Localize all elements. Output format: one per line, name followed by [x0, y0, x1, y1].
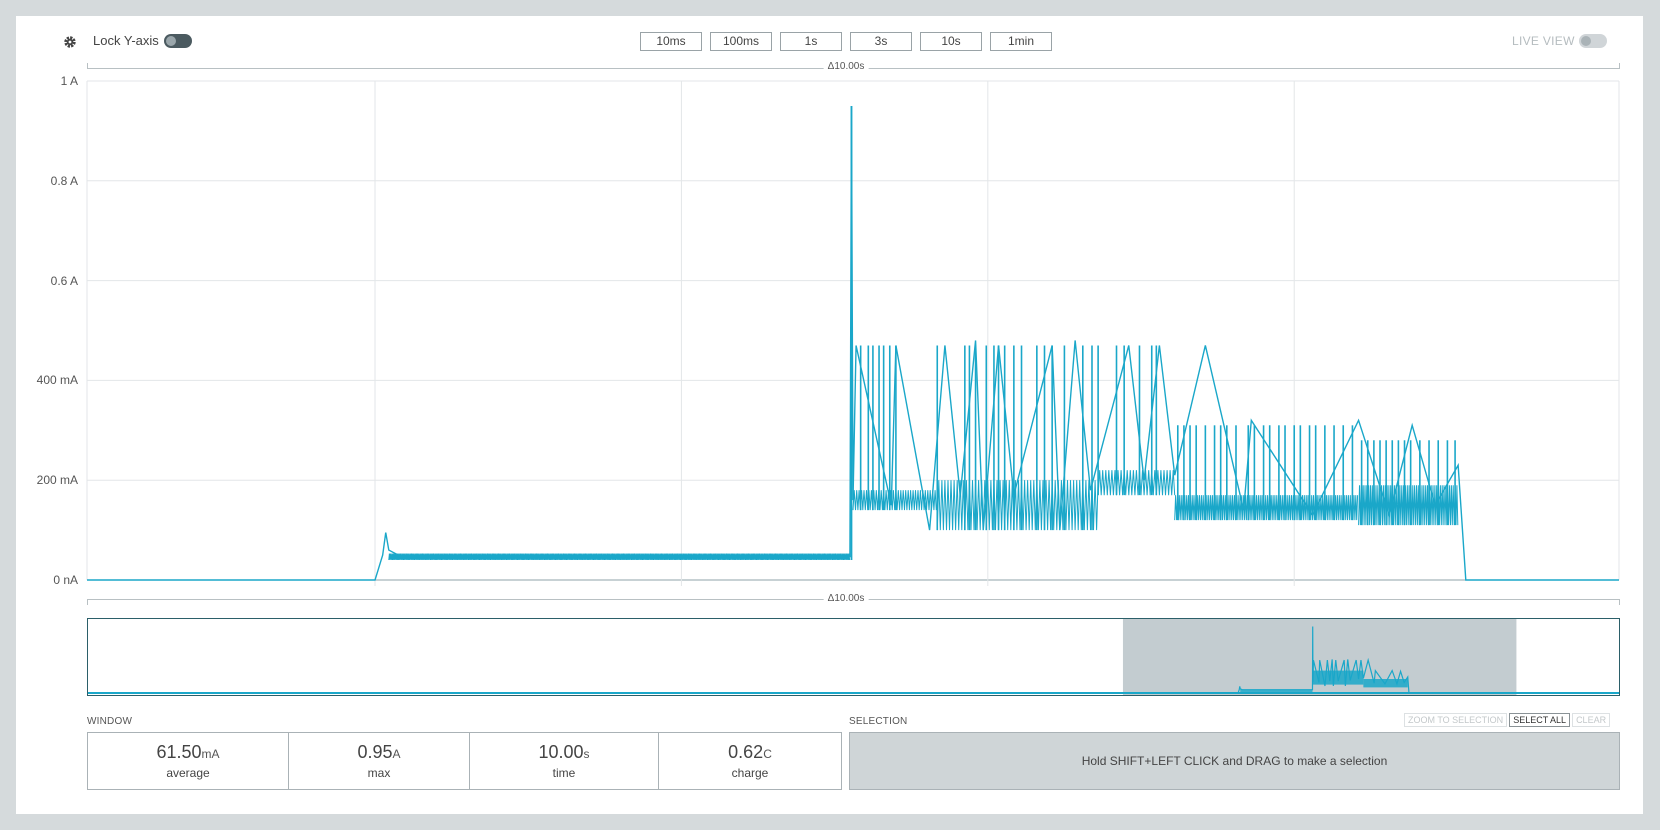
current-chart[interactable] [16, 16, 1643, 616]
stat-unit: s [583, 747, 590, 761]
trace-band [1097, 470, 1176, 496]
zoom-10s-button[interactable]: 10s [920, 32, 982, 51]
zoom-1s-button[interactable]: 1s [780, 32, 842, 51]
stat-value: 10.00 [538, 742, 584, 762]
stat-label: time [552, 766, 576, 780]
zoom-100ms-button[interactable]: 100ms [710, 32, 772, 51]
zoom-10ms-button[interactable]: 10ms [640, 32, 702, 51]
selection-area[interactable]: Hold SHIFT+LEFT CLICK and DRAG to make a… [849, 732, 1620, 790]
stat-unit: mA [201, 747, 220, 761]
gear-icon[interactable] [62, 34, 78, 50]
stat-value: 0.62 [728, 742, 764, 762]
stat-average: 61.50mA average [88, 733, 289, 789]
zoom-to-selection-button[interactable]: ZOOM TO SELECTION [1404, 713, 1508, 727]
trace-band [852, 490, 937, 511]
y-tick-label: 1 A [60, 74, 78, 88]
y-tick-label: 0.8 A [50, 173, 78, 188]
stat-value: 61.50 [156, 742, 202, 762]
select-all-button[interactable]: SELECT ALL [1509, 713, 1571, 727]
y-tick-label: 0.6 A [50, 273, 78, 288]
minimap-idle-band [1240, 689, 1313, 694]
stat-unit: C [763, 747, 772, 761]
trace-band [1174, 495, 1359, 521]
live-view-toggle[interactable] [1579, 34, 1607, 48]
ruler-tick [87, 63, 88, 69]
selection-section-label: SELECTION [849, 716, 908, 727]
zoom-buttons: 10ms 100ms 1s 3s 10s 1min [640, 32, 1052, 52]
lock-y-axis-toggle[interactable] [164, 34, 192, 48]
stat-value: 0.95 [357, 742, 393, 762]
selection-actions: ZOOM TO SELECTION SELECT ALL CLEAR [1404, 713, 1611, 727]
zoom-1min-button[interactable]: 1min [990, 32, 1052, 51]
bottom-delta-label: Δ10.00s [823, 593, 869, 604]
window-stats: 61.50mA average 0.95A max 10.00s time 0.… [87, 732, 842, 790]
window-section-label: WINDOW [87, 716, 133, 727]
stat-label: max [367, 766, 391, 780]
ruler-tick [87, 599, 88, 605]
trace-band [388, 553, 851, 561]
lock-y-axis-label: Lock Y-axis [93, 33, 159, 48]
live-view-label: LIVE VIEW [1512, 34, 1575, 48]
stat-label: charge [731, 766, 769, 780]
zoom-3s-button[interactable]: 3s [850, 32, 912, 51]
y-tick-label: 0 nA [53, 573, 78, 587]
toggle-knob [1581, 36, 1591, 46]
stat-charge: 0.62C charge [659, 733, 841, 789]
y-tick-label: 400 mA [36, 373, 78, 388]
toggle-knob [166, 36, 176, 46]
power-profiler-panel: Lock Y-axis 10ms 100ms 1s 3s 10s 1min LI… [16, 16, 1643, 814]
clear-button[interactable]: CLEAR [1572, 713, 1611, 727]
trace-band [1358, 485, 1459, 526]
ruler-tick [1619, 63, 1620, 69]
y-tick-label: 200 mA [36, 473, 78, 488]
top-delta-label: Δ10.00s [823, 61, 869, 72]
stat-time: 10.00s time [470, 733, 659, 789]
overview-minimap[interactable] [87, 618, 1620, 696]
stat-label: average [166, 766, 210, 780]
minimap-burst [1363, 679, 1408, 688]
selection-hint: Hold SHIFT+LEFT CLICK and DRAG to make a… [1081, 754, 1388, 768]
stat-unit: A [392, 747, 401, 761]
minimap-plot [88, 619, 1619, 695]
chart-series [87, 105, 1619, 581]
stat-max: 0.95A max [289, 733, 470, 789]
minimap-burst [1312, 670, 1364, 685]
ruler-tick [1619, 599, 1620, 605]
